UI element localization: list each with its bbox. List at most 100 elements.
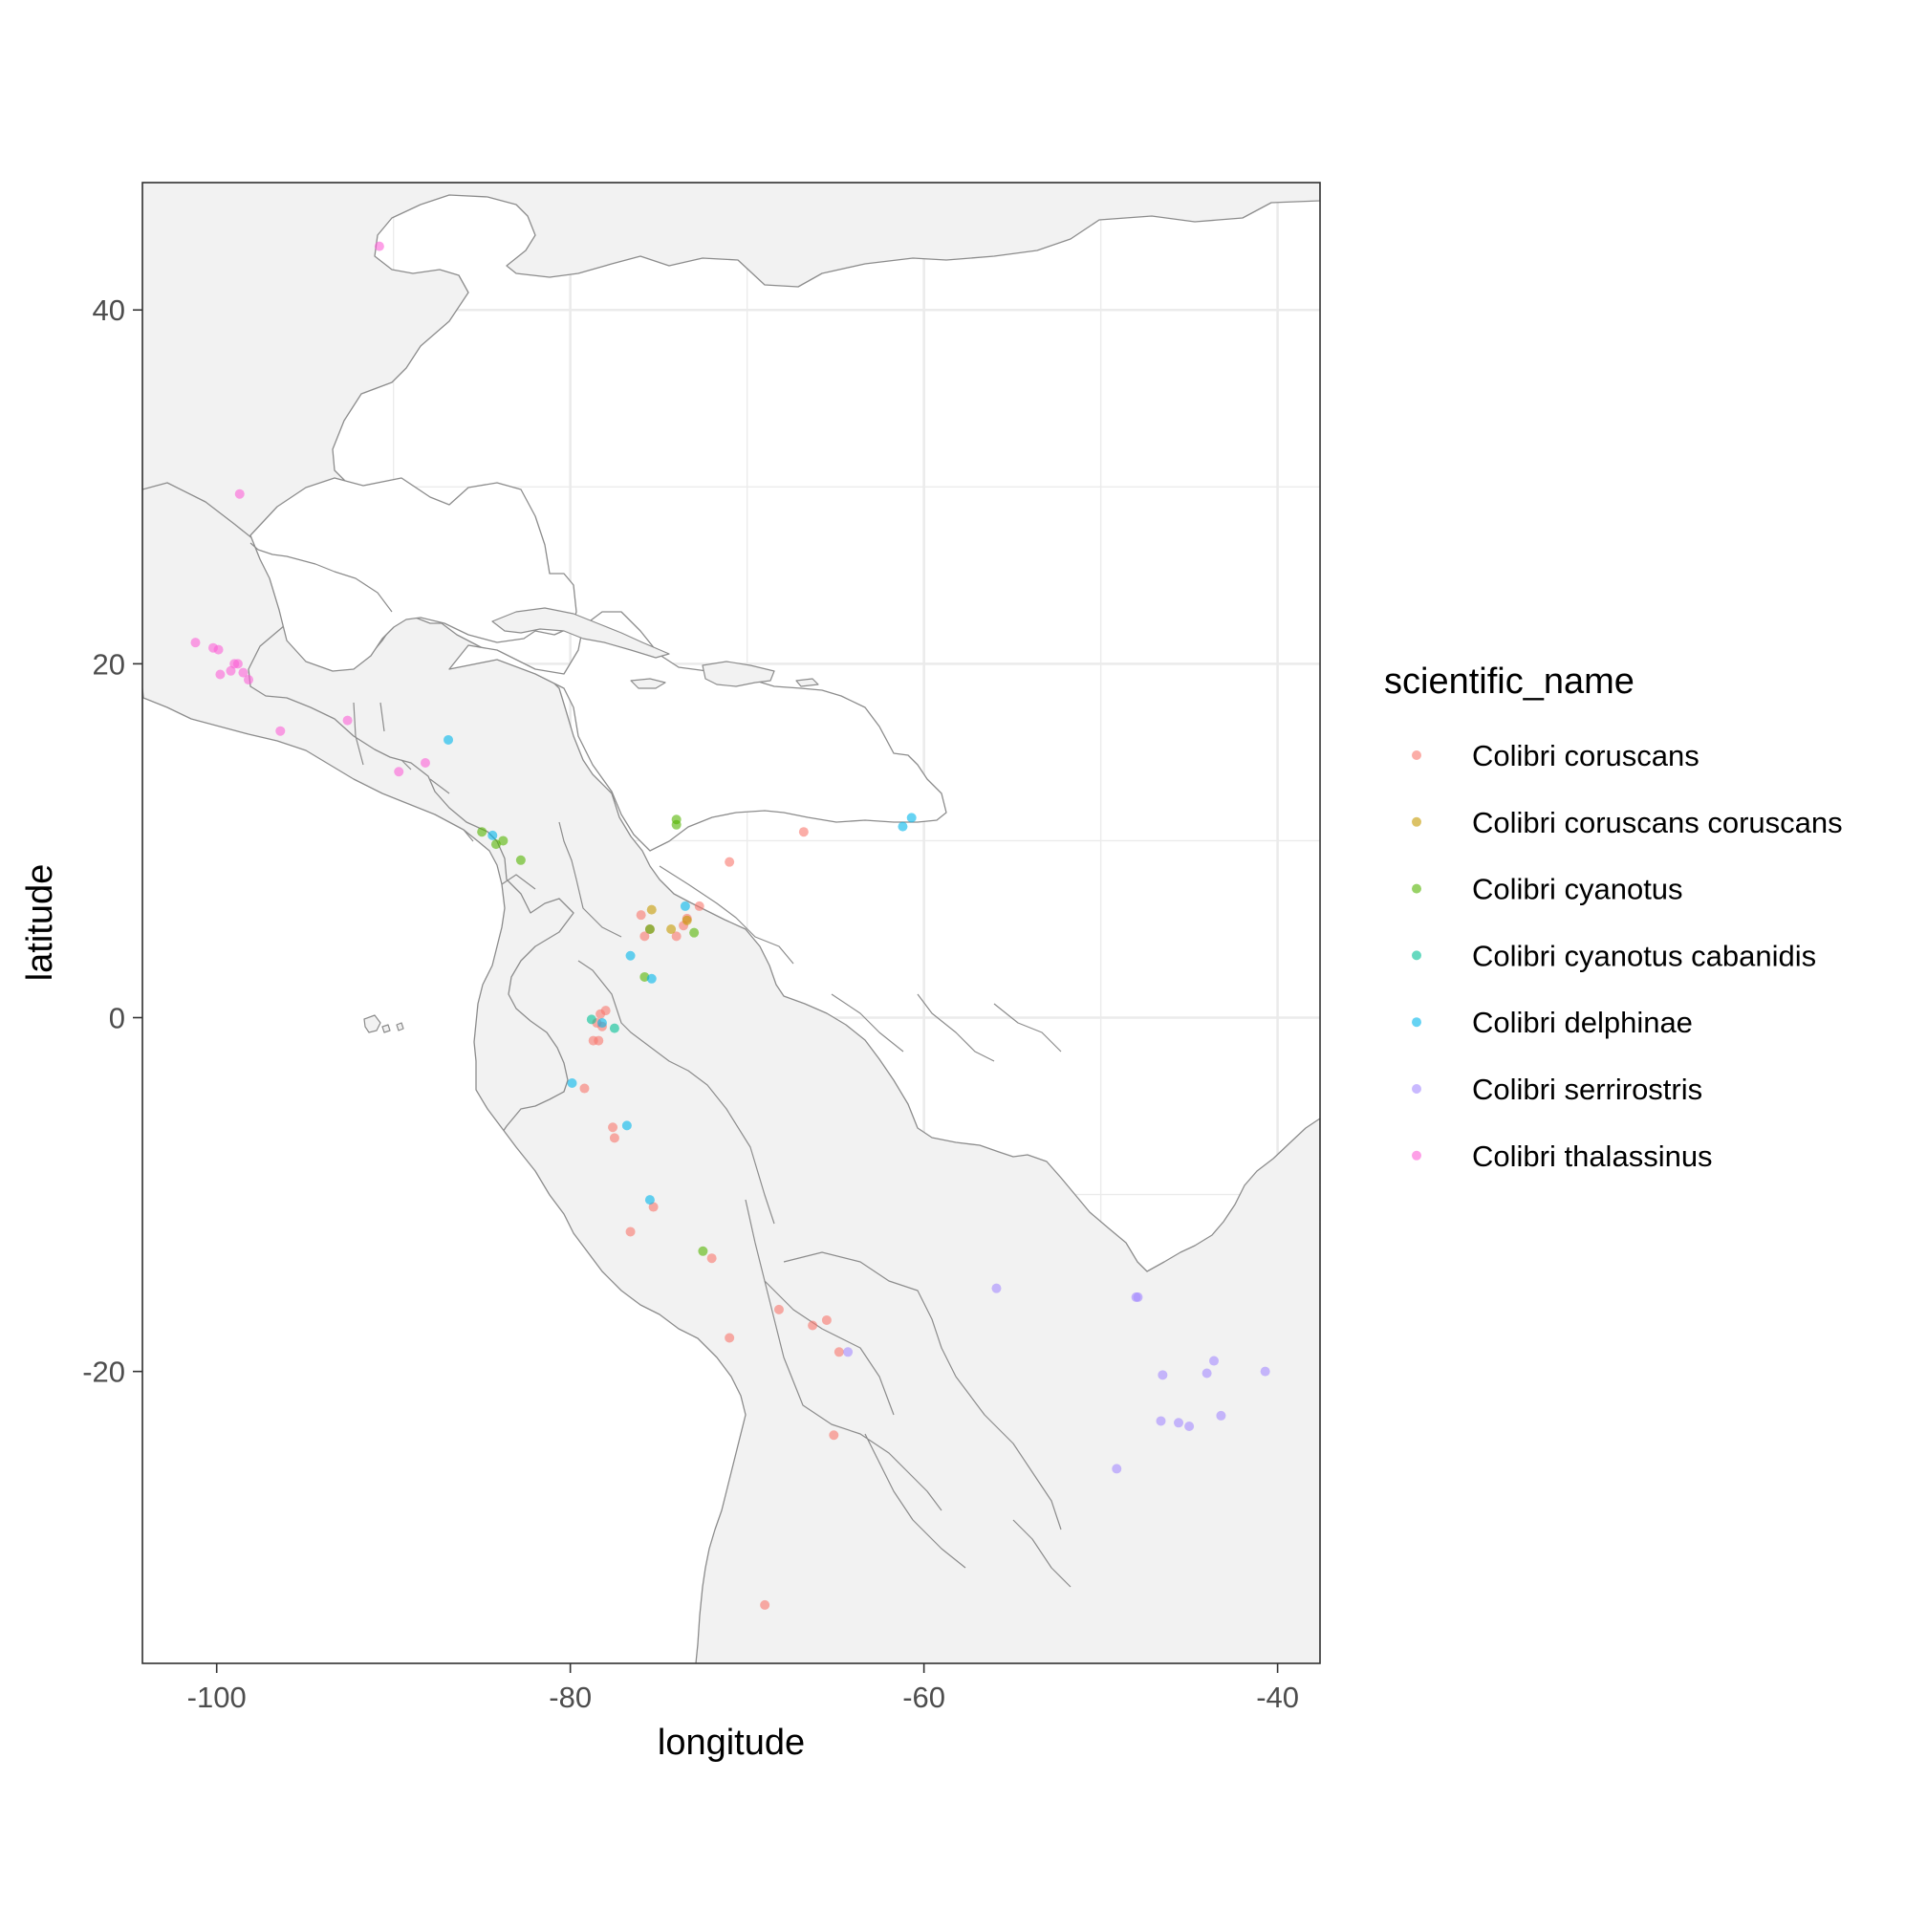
country-borders — [249, 542, 1072, 1588]
point-colibri-thalassinus — [420, 758, 430, 769]
point-colibri-coruscans — [648, 1202, 659, 1212]
point-colibri-coruscans — [760, 1599, 770, 1610]
point-colibri-thalassinus — [226, 665, 236, 676]
legend-label-colibri-cyanotus-cabanidis: Colibri cyanotus cabanidis — [1472, 939, 1816, 972]
point-colibri-cyanotus — [498, 836, 509, 846]
puerto-rico — [795, 678, 819, 687]
legend: scientific_name Colibri coruscans Colibri… — [1384, 662, 1843, 1173]
point-colibri-thalassinus — [190, 638, 201, 648]
point-colibri-serrirostris — [1158, 1370, 1168, 1380]
point-colibri-coruscans-coruscans — [646, 904, 657, 915]
x-tick-label: -60 — [902, 1681, 945, 1714]
caribbean-sea — [448, 611, 947, 852]
point-colibri-coruscans — [694, 901, 704, 911]
point-colibri-coruscans — [600, 1006, 611, 1016]
point-colibri-serrirostris — [1174, 1418, 1184, 1428]
point-colibri-cyanotus — [490, 839, 501, 850]
legend-label-colibri-delphinae: Colibri delphinae — [1472, 1006, 1693, 1039]
panel-border — [141, 182, 1321, 1664]
point-colibri-cyanotus — [477, 827, 487, 837]
point-colibri-thalassinus — [243, 675, 253, 685]
point-colibri-coruscans — [706, 1253, 717, 1264]
point-colibri-serrirostris — [1112, 1464, 1122, 1474]
point-colibri-coruscans — [636, 910, 646, 921]
point-colibri-thalassinus — [238, 667, 249, 678]
point-colibri-thalassinus — [232, 659, 243, 669]
legend-label-colibri-serrirostris: Colibri serrirostris — [1472, 1073, 1702, 1106]
point-colibri-serrirostris — [1216, 1410, 1226, 1421]
y-axis-label: latitude — [20, 864, 60, 982]
point-colibri-cyanotus — [515, 855, 526, 865]
point-colibri-coruscans — [588, 1035, 598, 1046]
point-colibri-coruscans — [671, 931, 682, 942]
point-colibri-serrirostris — [1184, 1422, 1195, 1432]
cuba — [491, 607, 670, 659]
point-colibri-cyanotus-cabanidis — [586, 1014, 596, 1025]
point-colibri-cyanotus — [698, 1246, 708, 1256]
point-colibri-cyanotus — [689, 927, 700, 938]
point-colibri-serrirostris — [843, 1347, 854, 1357]
hispaniola — [702, 661, 775, 687]
point-colibri-coruscans — [821, 1314, 832, 1325]
points-layer — [190, 241, 1270, 1610]
legend-title: scientific_name — [1384, 662, 1635, 702]
point-colibri-delphinae — [487, 830, 498, 840]
point-colibri-delphinae — [906, 813, 917, 823]
point-colibri-delphinae — [567, 1077, 577, 1088]
legend-key-colibri-coruscans-coruscans — [1412, 816, 1421, 827]
point-colibri-cyanotus — [644, 923, 655, 934]
pacific-ocean — [142, 687, 747, 1663]
point-colibri-coruscans-coruscans — [682, 915, 692, 925]
point-colibri-delphinae — [625, 950, 636, 961]
x-tick-label: -80 — [549, 1681, 592, 1714]
legend-key-colibri-coruscans — [1412, 750, 1421, 760]
y-tick-label: -20 — [82, 1356, 125, 1389]
legend-label-colibri-thalassinus: Colibri thalassinus — [1472, 1140, 1713, 1173]
galapagos — [363, 1014, 404, 1033]
point-colibri-coruscans — [829, 1430, 839, 1441]
point-colibri-coruscans — [773, 1304, 784, 1314]
jamaica — [630, 678, 666, 689]
x-axis-label: longitude — [658, 1723, 805, 1763]
point-colibri-delphinae — [596, 1018, 607, 1029]
point-colibri-cyanotus-cabanidis — [609, 1023, 619, 1033]
legend-key-colibri-cyanotus — [1412, 883, 1421, 894]
x-tick-label: -40 — [1256, 1681, 1299, 1714]
y-axis: -20 0 20 40 — [82, 293, 142, 1389]
y-tick-label: 20 — [93, 647, 125, 681]
legend-label-colibri-coruscans: Colibri coruscans — [1472, 739, 1700, 772]
y-tick-label: 40 — [93, 293, 125, 327]
point-colibri-coruscans — [808, 1320, 818, 1331]
legend-key-colibri-thalassinus — [1412, 1150, 1421, 1161]
point-colibri-coruscans — [609, 1133, 619, 1143]
point-colibri-delphinae — [621, 1120, 632, 1131]
legend-label-colibri-cyanotus: Colibri cyanotus — [1472, 873, 1683, 906]
point-colibri-coruscans — [639, 931, 650, 942]
point-colibri-serrirostris — [1156, 1416, 1166, 1426]
point-colibri-coruscans — [725, 1333, 735, 1343]
point-colibri-serrirostris — [1260, 1366, 1270, 1377]
point-colibri-serrirostris — [1209, 1356, 1220, 1366]
point-colibri-delphinae — [680, 901, 690, 911]
legend-key-colibri-delphinae — [1412, 1017, 1421, 1028]
x-tick-label: -100 — [187, 1681, 247, 1714]
point-colibri-delphinae — [646, 973, 657, 984]
point-colibri-thalassinus — [275, 726, 286, 736]
point-colibri-coruscans — [579, 1083, 590, 1094]
point-colibri-serrirostris — [1202, 1368, 1212, 1378]
point-colibri-coruscans — [625, 1226, 636, 1237]
point-colibri-coruscans-coruscans — [666, 923, 677, 934]
x-axis: -100 -80 -60 -40 — [187, 1663, 1299, 1714]
point-colibri-coruscans — [834, 1347, 844, 1357]
point-colibri-coruscans — [725, 857, 735, 867]
point-colibri-thalassinus — [394, 767, 404, 777]
y-tick-label: 0 — [109, 1002, 125, 1035]
point-colibri-delphinae — [644, 1195, 655, 1205]
legend-key-colibri-serrirostris — [1412, 1084, 1421, 1094]
point-colibri-thalassinus — [213, 644, 224, 655]
point-colibri-serrirostris — [1131, 1292, 1141, 1302]
point-colibri-thalassinus — [342, 715, 353, 726]
point-colibri-delphinae — [898, 821, 908, 832]
